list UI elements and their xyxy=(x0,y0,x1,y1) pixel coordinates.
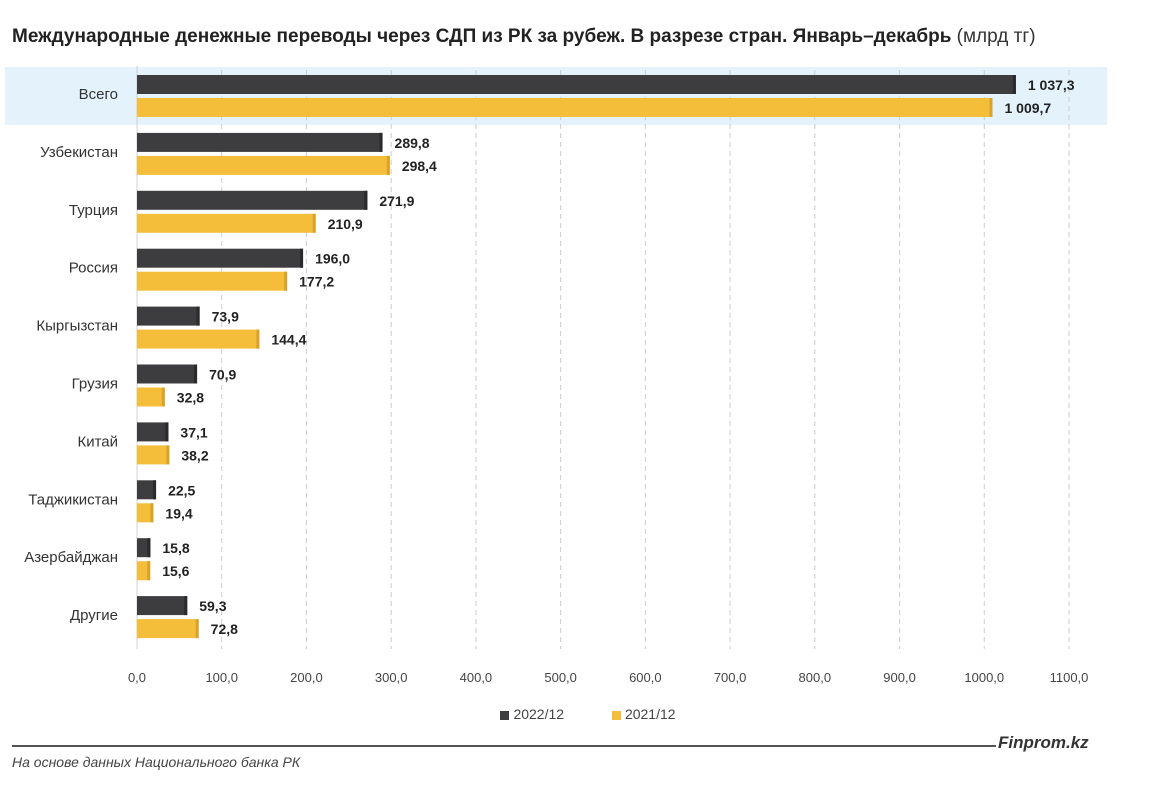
footer-divider xyxy=(12,745,996,747)
bar xyxy=(137,248,304,268)
data-label: 298,4 xyxy=(402,158,437,174)
bar xyxy=(137,75,1016,94)
category-label: Всего xyxy=(79,86,118,103)
bar xyxy=(137,619,199,639)
category-label: Кыргызстан xyxy=(36,318,118,335)
source-note: На основе данных Национального банка РК xyxy=(12,754,301,770)
bar-edge xyxy=(195,619,199,639)
bar xyxy=(137,364,198,384)
x-tick-label: 200,0 xyxy=(290,670,323,685)
data-label: 73,9 xyxy=(212,309,239,325)
data-label: 177,2 xyxy=(299,274,334,290)
bar xyxy=(137,503,154,523)
category-label: Таджикистан xyxy=(28,491,118,508)
data-label: 144,4 xyxy=(271,332,306,348)
legend-item-2022: 2022/12 xyxy=(500,706,564,722)
x-tick-label: 900,0 xyxy=(883,670,916,685)
bar-edge xyxy=(147,538,151,558)
x-tick-label: 400,0 xyxy=(460,670,493,685)
data-label: 37,1 xyxy=(180,424,207,440)
x-tick-label: 700,0 xyxy=(714,670,747,685)
bar-edge xyxy=(989,98,993,117)
bar xyxy=(137,213,316,233)
bar-edge xyxy=(1012,75,1016,94)
bar xyxy=(137,271,288,291)
bar xyxy=(137,190,368,210)
x-tick-label: 600,0 xyxy=(629,670,662,685)
legend-swatch-2022 xyxy=(500,710,510,720)
bar xyxy=(137,132,383,152)
bar-edge xyxy=(147,561,151,581)
bar-edge xyxy=(150,503,154,523)
category-label: Азербайджан xyxy=(24,549,118,566)
legend-item-2021: 2021/12 xyxy=(611,706,676,722)
data-label: 271,9 xyxy=(379,193,414,209)
data-label: 59,3 xyxy=(199,598,226,614)
bar xyxy=(137,306,200,326)
data-label: 70,9 xyxy=(209,367,236,383)
category-label: Грузия xyxy=(72,376,118,393)
chart-unit: (млрд тг) xyxy=(956,26,1036,47)
data-label: 32,8 xyxy=(177,390,204,406)
bar xyxy=(137,155,390,175)
data-label: 289,8 xyxy=(395,135,430,151)
legend-label-2022: 2022/12 xyxy=(513,706,565,722)
bar xyxy=(137,480,157,500)
data-label: 196,0 xyxy=(315,251,350,267)
bar-edge xyxy=(165,422,169,442)
bar-chart: 0,0 100,0 200,0 300,0 400,0 500,0 600,0 700,0 80… xyxy=(5,66,1107,685)
data-label: 1 037,3 xyxy=(1028,77,1075,93)
bar xyxy=(137,98,993,117)
bar xyxy=(137,387,165,407)
bar xyxy=(137,596,188,616)
bar-edge xyxy=(364,190,368,210)
data-label: 22,5 xyxy=(168,482,195,498)
x-tick-label: 800,0 xyxy=(799,670,832,685)
category-label: Китай xyxy=(77,433,118,450)
bar-edge xyxy=(166,445,170,465)
data-label: 15,6 xyxy=(162,563,189,579)
data-label: 72,8 xyxy=(211,621,238,637)
bar-edge xyxy=(386,155,390,175)
bar-edge xyxy=(284,271,288,291)
bar-edge xyxy=(300,248,304,268)
bar-edge xyxy=(312,213,316,233)
legend-label-2021: 2021/12 xyxy=(624,706,676,722)
bar xyxy=(137,329,260,349)
x-tick-label: 1000,0 xyxy=(964,670,1004,685)
bar-edge xyxy=(161,387,165,407)
data-label: 38,2 xyxy=(181,447,208,463)
bar-edge xyxy=(184,596,188,616)
x-tick-label: 1100,0 xyxy=(1050,670,1089,685)
bar xyxy=(137,422,169,442)
data-label: 19,4 xyxy=(165,505,192,521)
bar-edge xyxy=(153,480,157,500)
category-label: Другие xyxy=(70,607,118,624)
x-tick-label: 0,0 xyxy=(128,670,146,685)
x-tick-label: 300,0 xyxy=(375,670,408,685)
data-label: 15,8 xyxy=(162,540,189,556)
bar-edge xyxy=(256,329,260,349)
x-tick-label: 500,0 xyxy=(544,670,577,685)
bar-edge xyxy=(196,306,200,326)
bar xyxy=(137,445,170,465)
chart-legend: 2022/12 2021/12 xyxy=(0,706,1176,722)
x-tick-label: 100,0 xyxy=(205,670,238,685)
bar-edge xyxy=(194,364,198,384)
category-label: Россия xyxy=(69,260,118,277)
brand-logo-text: Finprom.kz xyxy=(998,733,1089,752)
category-label: Турция xyxy=(69,202,118,219)
data-label: 1 009,7 xyxy=(1004,100,1051,116)
bar xyxy=(137,561,151,581)
chart-title-text: Международные денежные переводы через СД… xyxy=(12,26,952,47)
bar xyxy=(137,538,151,558)
chart-title: Международные денежные переводы через СД… xyxy=(12,26,1036,48)
legend-swatch-2021 xyxy=(611,710,621,720)
category-label: Узбекистан xyxy=(40,144,118,161)
bar-edge xyxy=(379,132,383,152)
data-label: 210,9 xyxy=(328,216,363,232)
